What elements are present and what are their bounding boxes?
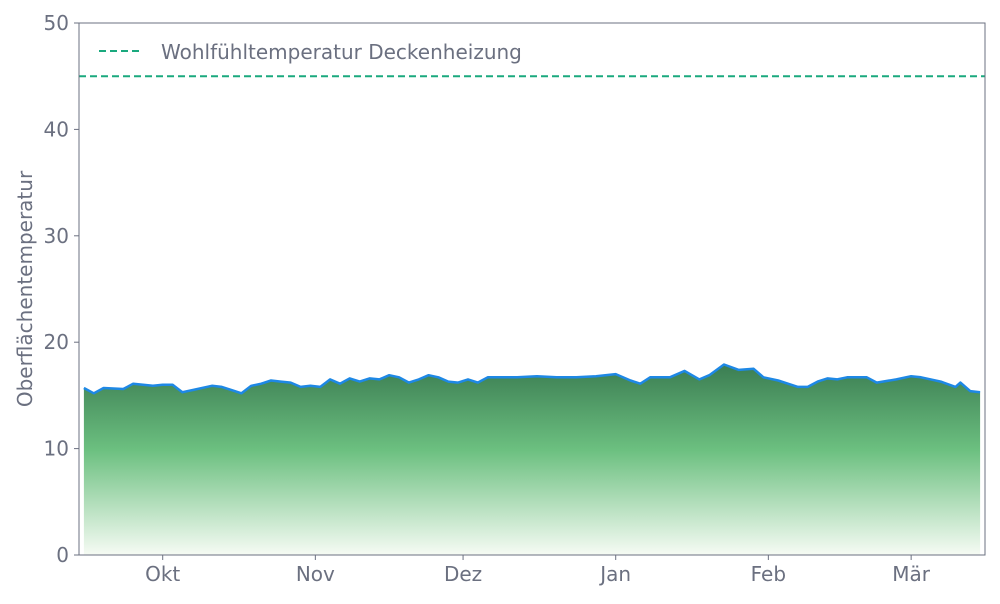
- x-tick-label: Mär: [892, 562, 931, 586]
- y-axis-label: Oberflächentemperatur: [13, 170, 37, 407]
- y-tick-label: 50: [44, 11, 69, 35]
- y-tick-label: 40: [44, 117, 69, 141]
- y-tick-label: 0: [56, 543, 69, 567]
- plot-area: [79, 76, 985, 555]
- legend-label-reference: Wohlfühltemperatur Deckenheizung: [161, 40, 522, 64]
- x-tick-label: Dez: [444, 562, 482, 586]
- x-tick-label: Jan: [598, 562, 631, 586]
- y-tick-label: 30: [44, 224, 69, 248]
- y-tick-label: 20: [44, 330, 69, 354]
- y-tick-label: 10: [44, 437, 69, 461]
- x-tick-label: Nov: [296, 562, 335, 586]
- x-tick-label: Feb: [751, 562, 786, 586]
- x-tick-label: Okt: [145, 562, 180, 586]
- y-axis: 0 10 20 30 40 50: [44, 11, 79, 567]
- legend: Wohlfühltemperatur Deckenheizung: [99, 40, 522, 64]
- x-axis: Okt Nov Dez Jan Feb Mär: [145, 555, 931, 586]
- area-fill: [84, 365, 980, 556]
